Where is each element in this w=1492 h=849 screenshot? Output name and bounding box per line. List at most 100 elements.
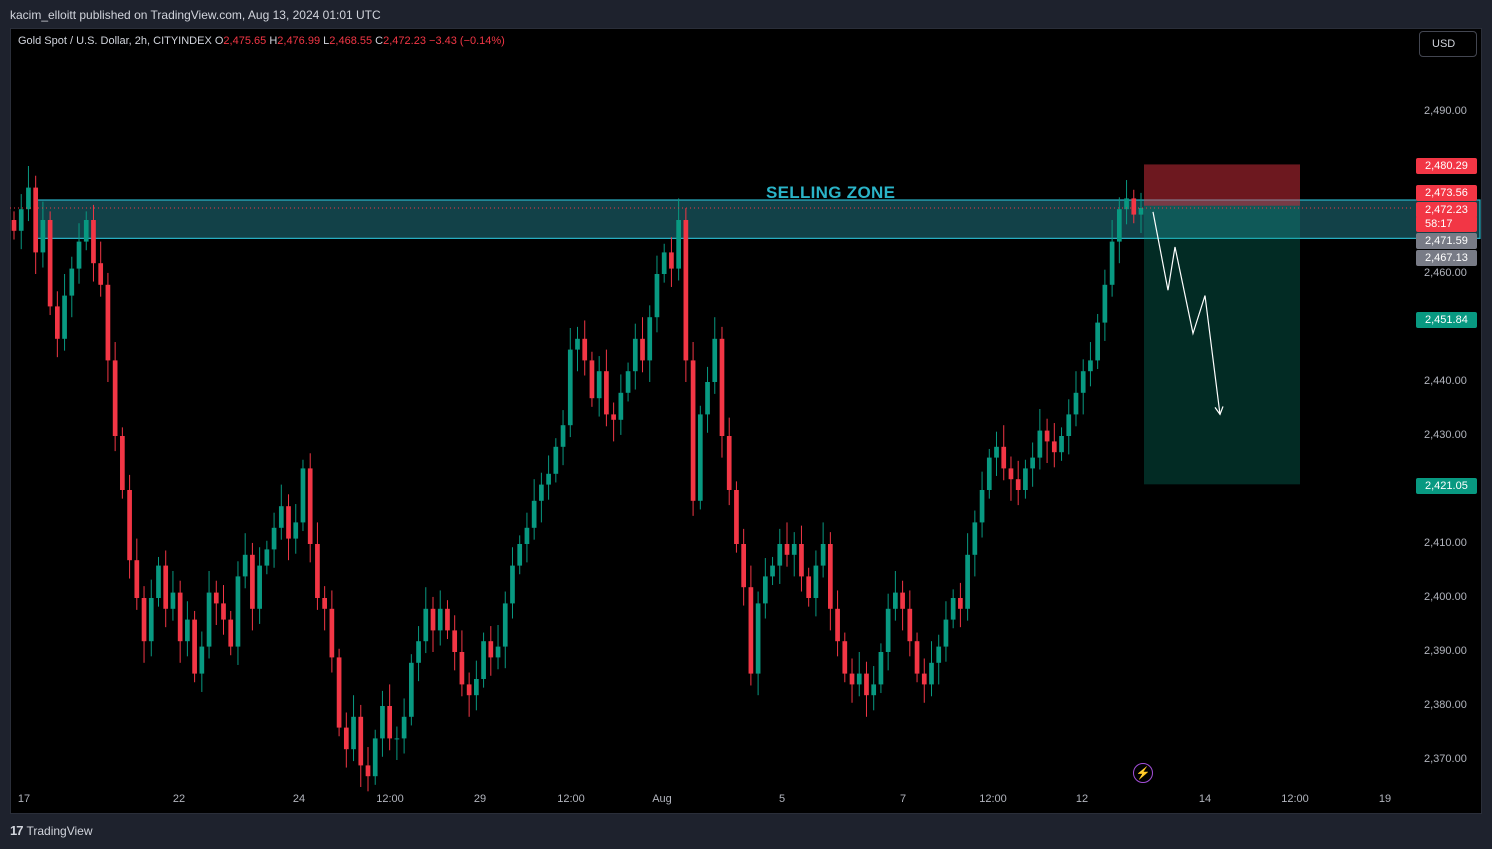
time-axis-label: 14 (1198, 793, 1212, 805)
candle-body (112, 360, 118, 436)
candle-body (163, 565, 169, 609)
candle-body (170, 592, 176, 609)
candle-body (300, 468, 306, 523)
candle-body (62, 295, 67, 339)
candle-body (156, 565, 161, 598)
candle-body (791, 544, 797, 555)
time-axis-label: 12 (1075, 793, 1089, 805)
price-axis-label: 2,460.00 (1424, 267, 1467, 279)
currency-button[interactable]: USD (1419, 31, 1477, 57)
candle-body (669, 252, 674, 269)
candle-body (250, 554, 255, 609)
tradingview-logo-text: TradingView (26, 823, 93, 838)
tradingview-logo[interactable]: 17 TradingView (10, 823, 93, 838)
candle-body (495, 646, 501, 658)
target-price-tag: 2,421.05 (1416, 478, 1477, 494)
candle-body (192, 619, 197, 674)
candle-body (1102, 284, 1108, 323)
candle-body (943, 619, 949, 647)
time-axis-label: 5 (778, 793, 786, 805)
candle-body (423, 608, 429, 642)
time-axis-label: 12:00 (979, 793, 1007, 805)
legend-close-value: 2,472.23 (383, 35, 426, 47)
candle-body (553, 446, 559, 474)
candle-body (206, 592, 212, 647)
legend-symbol: Gold Spot / U.S. Dollar, 2h, CITYINDEX (18, 35, 212, 47)
candle-body (329, 608, 335, 658)
candle-body (459, 652, 465, 685)
time-axis-label: 24 (292, 793, 306, 805)
candle-body (437, 608, 443, 631)
candle-body (517, 544, 523, 566)
projection-arrowhead (1214, 406, 1224, 416)
candle-body (589, 360, 595, 399)
candle-body (1138, 207, 1144, 215)
candle-body (408, 662, 414, 717)
candle-body (1059, 436, 1064, 453)
time-axis-label: Aug (652, 793, 672, 805)
publish-header: kacim_elloitt published on TradingView.c… (0, 0, 1492, 28)
footer-bar (0, 814, 1492, 849)
candle-body (676, 220, 681, 269)
candle-body (315, 544, 320, 598)
candle-body (264, 549, 270, 566)
chart-pane[interactable] (10, 28, 1482, 814)
candle-body (18, 209, 24, 231)
candle-body (864, 673, 869, 696)
candle-body (900, 592, 905, 609)
projection-path (1152, 211, 1221, 415)
candle-body (445, 608, 450, 631)
candle-body (343, 727, 349, 750)
entry-price-tag: 2,473.56 (1416, 185, 1477, 201)
candle-body (336, 657, 342, 728)
candle-body (871, 684, 877, 696)
candle-body (632, 338, 638, 372)
candle-body (972, 522, 978, 555)
candle-body (719, 338, 725, 436)
candle-body (466, 684, 472, 696)
legend-high-value: 2,476.99 (277, 35, 321, 47)
candle-body (105, 284, 111, 361)
time-axis-label: 7 (899, 793, 907, 805)
candle-body (1051, 441, 1057, 453)
low-price-tag: 2,467.13 (1416, 250, 1477, 266)
candle-body (625, 371, 631, 393)
price-axis-label: 2,390.00 (1424, 645, 1467, 657)
candle-body (777, 544, 783, 566)
time-axis-label: 22 (172, 793, 186, 805)
candle-body (734, 490, 739, 544)
candle-body (271, 527, 277, 550)
candle-body (235, 576, 241, 647)
candle-body (856, 673, 862, 685)
candle-body (1073, 392, 1079, 415)
price-axis-label: 2,380.00 (1424, 699, 1467, 711)
candle-body (1044, 430, 1050, 442)
candle-body (278, 506, 284, 528)
candle-body (127, 490, 132, 561)
lightning-icon[interactable]: ⚡ (1133, 763, 1153, 783)
candle-body (54, 306, 60, 339)
candle-body (242, 554, 248, 577)
candle-body (705, 382, 710, 415)
candle-body (322, 598, 327, 609)
candle-body (1023, 468, 1028, 490)
candle-body (474, 679, 479, 696)
candle-body (148, 598, 154, 642)
candle-body (351, 716, 356, 750)
candle-body (582, 338, 588, 361)
candle-body (762, 576, 768, 604)
candle-body (741, 544, 747, 588)
candle-body (502, 603, 508, 647)
candle-body (510, 565, 515, 604)
price-axis-label: 2,440.00 (1424, 375, 1467, 387)
candle-body (560, 425, 566, 447)
candle-body (524, 527, 530, 544)
candle-body (539, 484, 544, 501)
countdown-tag: 58:17 (1416, 216, 1477, 232)
candle-body (365, 765, 371, 777)
time-axis-label: 17 (17, 793, 31, 805)
candle-body (91, 220, 96, 264)
candle-body (885, 608, 891, 652)
candle-body (372, 738, 378, 777)
